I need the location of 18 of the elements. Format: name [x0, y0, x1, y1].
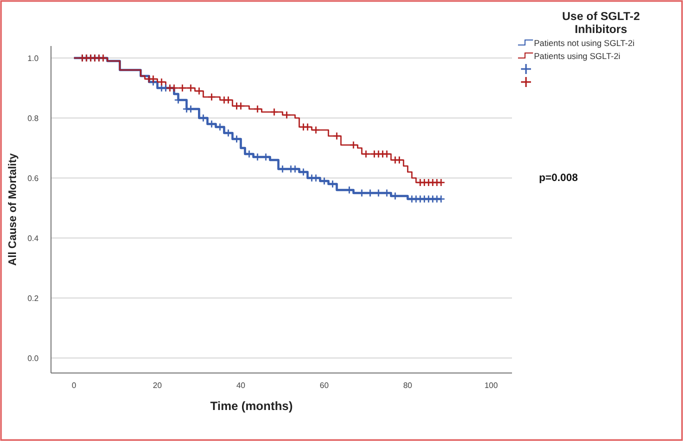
x-tick-label: 20 — [152, 381, 162, 390]
x-tick-label: 40 — [236, 381, 246, 390]
y-tick-label: 0.0 — [27, 354, 40, 363]
y-tick-label: 0.4 — [27, 234, 40, 243]
x-tick-label: 0 — [72, 381, 77, 390]
x-axis-title: Time (months) — [210, 399, 293, 413]
x-tick-label: 60 — [320, 381, 330, 390]
legend-label: Patients not using SGLT-2i — [534, 38, 635, 48]
y-tick-label: 1.0 — [27, 54, 40, 63]
y-tick-label: 0.2 — [27, 294, 40, 303]
y-tick-label: 0.6 — [27, 174, 40, 183]
y-axis-title: All Cause of Mortality — [7, 152, 19, 266]
legend-label: Patients using SGLT-2i — [534, 51, 620, 61]
y-tick-label: 0.8 — [27, 114, 40, 123]
x-tick-label: 80 — [403, 381, 413, 390]
legend-title: Use of SGLT-2 Inhibitors — [562, 11, 640, 36]
x-tick-label: 100 — [484, 381, 498, 390]
text: p=0.008 — [539, 172, 578, 184]
